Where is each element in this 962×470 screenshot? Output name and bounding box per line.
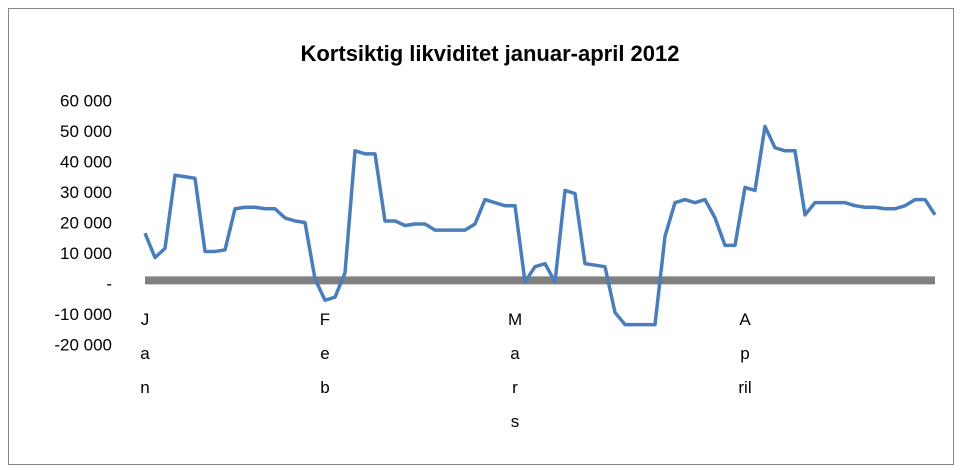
y-tick-label: 10 000 — [60, 244, 112, 263]
y-tick-label: -20 000 — [54, 335, 112, 354]
chart-title: Kortsiktig likviditet januar-april 2012 — [300, 41, 679, 66]
y-tick-label: 40 000 — [60, 152, 112, 171]
x-tick-label: Mars — [508, 310, 523, 431]
y-tick-label: 60 000 — [60, 91, 112, 110]
x-tick-label: April — [738, 310, 752, 397]
y-tick-label: 50 000 — [60, 122, 112, 141]
y-tick-label: - — [106, 274, 112, 293]
y-tick-label: 30 000 — [60, 183, 112, 202]
x-tick-label: Feb — [319, 310, 331, 397]
data-line — [143, 124, 937, 327]
y-tick-label: 20 000 — [60, 213, 112, 232]
x-tick-label: Jan — [140, 310, 150, 397]
y-tick-label: -10 000 — [54, 305, 112, 324]
